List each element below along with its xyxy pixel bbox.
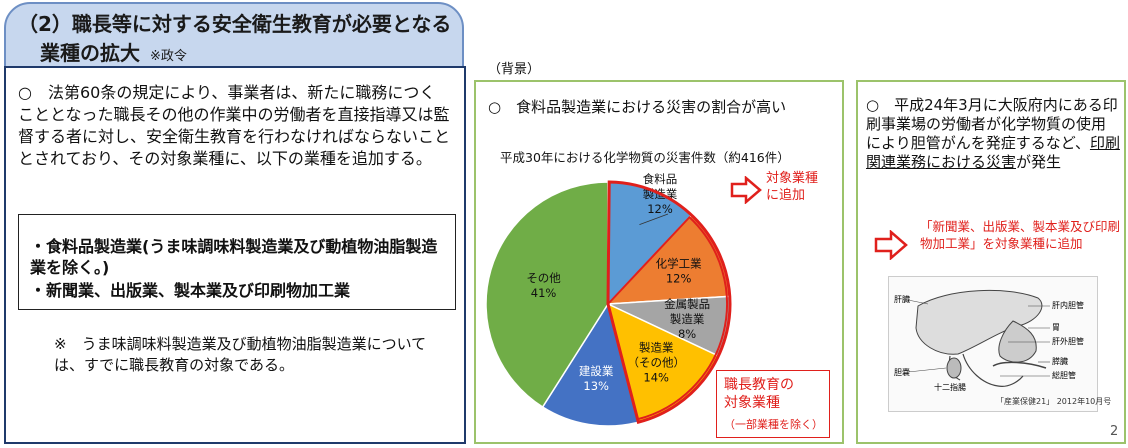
slice-name-label: その他 <box>526 271 561 285</box>
illus-label: 肝臓 <box>894 294 910 304</box>
right-paragraph-text: ○ 平成24年3月に大阪府内にある印刷事業場の労働者が化学物質の使用により胆管が… <box>866 96 1118 152</box>
middle-panel <box>474 80 844 444</box>
add-label-line: に追加 <box>766 188 806 203</box>
chokan-target-box <box>716 370 830 438</box>
right-panel <box>856 80 1126 444</box>
illus-label: 総胆管 <box>1052 370 1076 380</box>
slice-percent-label: 12% <box>666 271 692 285</box>
right-paragraph-underlined: 印刷関連業務における災害 <box>866 134 1120 171</box>
right-red-note: 「新聞業、出版業、製本業及び印刷物加工業」を対象業種に追加 <box>920 219 1121 251</box>
left-paragraph: ○ 法第60条の規定により、事業者は、新たに職務につくこととなった職長その他の作… <box>18 83 451 168</box>
slice-name-label: 金属製品 <box>664 297 710 311</box>
added-type-item: ・新聞業、出版業、製本業及び印刷物加工業 <box>30 281 351 300</box>
chokan-line: 対象業種 <box>724 395 780 411</box>
title-note: ※政令 <box>150 49 187 64</box>
illus-label: 肝内胆管 <box>1052 300 1084 310</box>
title-tab <box>4 2 464 68</box>
chokan-target-label: 職長教育の 対象業種 <box>724 376 794 412</box>
add-to-target-label: 対象業種 に追加 <box>766 170 818 204</box>
arrow-icon <box>730 176 762 204</box>
slice-name-label: 建設業 <box>579 364 614 378</box>
illus-label: 十二指腸 <box>934 382 966 392</box>
page-number: 2 <box>1110 424 1119 439</box>
chokan-highlight-outline <box>606 180 732 424</box>
left-note: ※ うま味調味料製造業及び動植物油脂製造業については、すでに職長教育の対象である… <box>54 335 427 374</box>
existing-target-outline <box>606 215 728 421</box>
slice-percent-label: 12% <box>647 202 673 216</box>
organ-drawing: 肝臓 肝内胆管 胃 肝外胆管 膵臓 胆嚢 十二指腸 総胆管 <box>894 289 1084 392</box>
arrow-icon <box>874 230 908 260</box>
added-types-box <box>18 214 456 310</box>
slice-name-label: 製造業 <box>639 340 674 354</box>
slice-percent-label: 14% <box>643 370 669 384</box>
chart-title: 平成30年における化学物質の災害件数（約416件） <box>500 150 790 165</box>
slice-name-label: （その他） <box>627 355 685 369</box>
illus-label: 胆嚢 <box>894 367 910 377</box>
slice-name-label: 化学工業 <box>656 256 702 270</box>
added-type-item: ・食料品製造業(うま味調味料製造業及び動植物油脂製造業を除く。) <box>30 237 438 277</box>
middle-heading: ○ 食料品製造業における災害の割合が高い <box>488 98 787 116</box>
right-paragraph-end: が発生 <box>1016 153 1062 171</box>
pie-chart: 食料品製造業12%化学工業12%金属製品製造業8%製造業（その他）14%建設業1… <box>485 172 732 427</box>
add-label-line: 対象業種 <box>766 171 819 186</box>
illus-label: 膵臓 <box>1052 356 1068 366</box>
left-panel <box>4 66 466 444</box>
slice-percent-label: 13% <box>583 379 609 393</box>
section-title-line2: 業種の拡大 ※政令 <box>40 37 187 66</box>
illus-label: 肝外胆管 <box>1052 336 1084 346</box>
slice-percent-label: 41% <box>531 286 557 300</box>
background-label: （背景） <box>488 62 541 77</box>
pie-slice-other <box>485 181 609 409</box>
section-title-text: 業種の拡大 <box>40 41 140 65</box>
leader-line <box>639 213 669 225</box>
added-types-list: ・食料品製造業(うま味調味料製造業及び動植物油脂製造業を除く。) ・新聞業、出版… <box>30 236 450 301</box>
chokan-exception: （一部業種を除く） <box>724 418 823 431</box>
right-paragraph: ○ 平成24年3月に大阪府内にある印刷事業場の労働者が化学物質の使用により胆管が… <box>866 96 1120 172</box>
slice-percent-label: 8% <box>678 327 696 341</box>
chokan-line: 職長教育の <box>724 377 794 393</box>
slice-name-label: 食料品 <box>643 172 678 186</box>
slice-name-label: 製造業 <box>670 312 705 326</box>
illus-label: 胃 <box>1052 323 1060 332</box>
illustration-caption: 「産業保健21」 2012年10月号 <box>996 397 1112 406</box>
section-title-line1: （2）職長等に対する安全衛生教育が必要となる <box>18 12 452 36</box>
